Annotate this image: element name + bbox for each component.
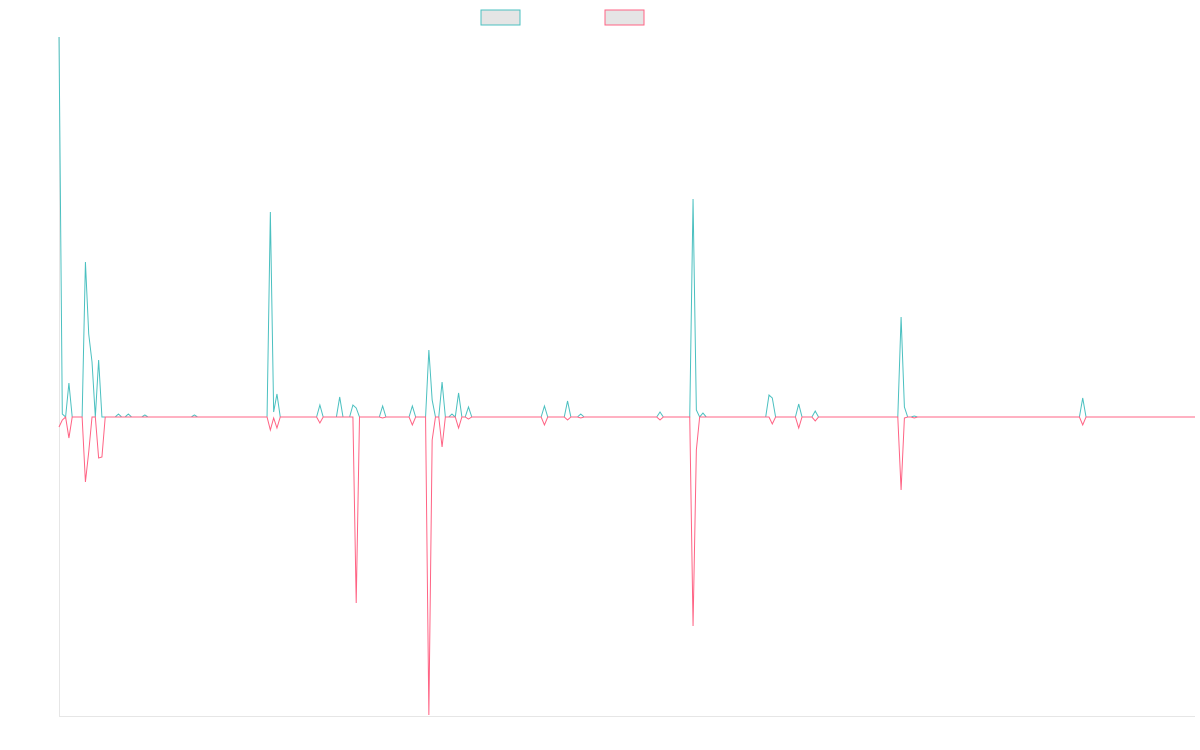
- legend: [480, 9, 645, 26]
- series-group: [58, 36, 1195, 716]
- series-line-1: [58, 36, 1195, 419]
- series-line-2: [58, 416, 1195, 716]
- legend-swatch-1[interactable]: [480, 9, 521, 26]
- legend-swatch-2[interactable]: [604, 9, 645, 26]
